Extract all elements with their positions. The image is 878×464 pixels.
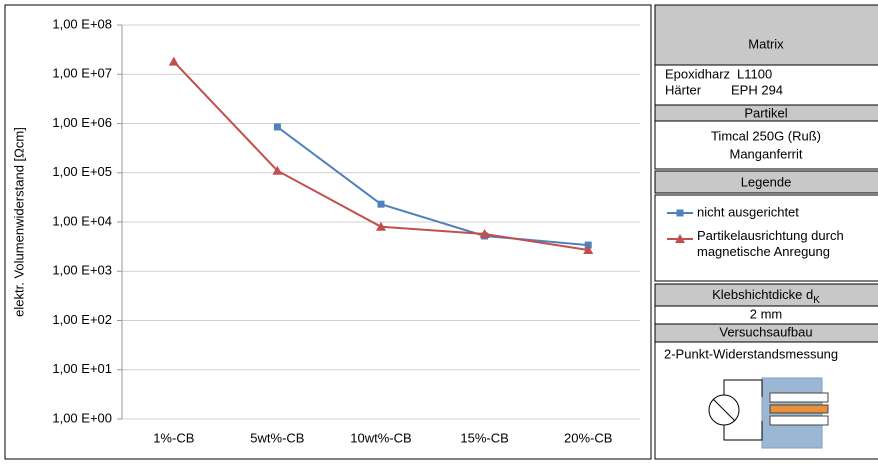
electrode	[770, 416, 828, 425]
info-panel: Matrix Epoxidharz L1100 Härter EPH 294 P…	[655, 5, 878, 459]
particle: Manganferrit	[730, 146, 803, 161]
page: {"chart_data": {"type": "line", "y_label…	[0, 0, 878, 464]
matrix-header: Matrix	[748, 36, 784, 51]
thickness-subscript: K	[813, 295, 820, 306]
legend-header: Legende	[741, 174, 792, 189]
x-tick-label: 5wt%-CB	[250, 430, 304, 445]
y-axis-label: elektr. Volumenwiderstand [Ωcm]	[11, 127, 26, 317]
thickness-text: Klebshichtdicke d	[712, 287, 813, 302]
x-tick-label: 15%-CB	[460, 430, 508, 445]
y-tick-label: 1,00 E+01	[52, 361, 112, 376]
y-tick-label: 1,00 E+00	[52, 410, 112, 425]
y-tick-label: 1,00 E+06	[52, 115, 112, 130]
y-tick-label: 1,00 E+03	[52, 263, 112, 278]
setup-header: Versuchsaufbau	[719, 324, 812, 339]
particle: Timcal 250G (Ruß)	[711, 128, 821, 143]
matrix-value: L1100	[737, 66, 772, 81]
matrix-label: Epoxidharz	[665, 66, 730, 81]
y-tick-label: 1,00 E+05	[52, 164, 112, 179]
legend-label: Partikelausrichtung durch magnetische An…	[697, 228, 878, 260]
legend-label: nicht ausgerichtet	[697, 204, 799, 219]
x-tick-label: 20%-CB	[564, 430, 612, 445]
header-cell	[655, 5, 878, 65]
setup-text: 2-Punkt-Widerstandsmessung	[664, 346, 838, 361]
x-tick-label: 10wt%-CB	[350, 430, 411, 445]
adhesive	[770, 405, 828, 413]
particle-header: Partikel	[744, 105, 787, 120]
marker	[378, 201, 385, 208]
electrode	[770, 393, 828, 402]
y-tick-label: 1,00 E+07	[52, 66, 112, 81]
legend-label-box: Partikelausrichtung durch magnetische An…	[697, 228, 878, 268]
y-tick-label: 1,00 E+02	[52, 312, 112, 327]
matrix-value: EPH 294	[731, 82, 783, 97]
x-tick-label: 1%-CB	[153, 430, 194, 445]
chart: 1,00 E+00 1,00 E+01 1,00 E+02 1,00 E+03 1,00…	[0, 0, 878, 464]
matrix-label: Härter	[665, 82, 702, 97]
thickness-value: 2 mm	[750, 306, 783, 321]
y-tick-label: 1,00 E+08	[52, 16, 112, 31]
marker	[274, 123, 281, 130]
y-tick-label: 1,00 E+04	[52, 213, 112, 228]
marker	[677, 210, 684, 217]
